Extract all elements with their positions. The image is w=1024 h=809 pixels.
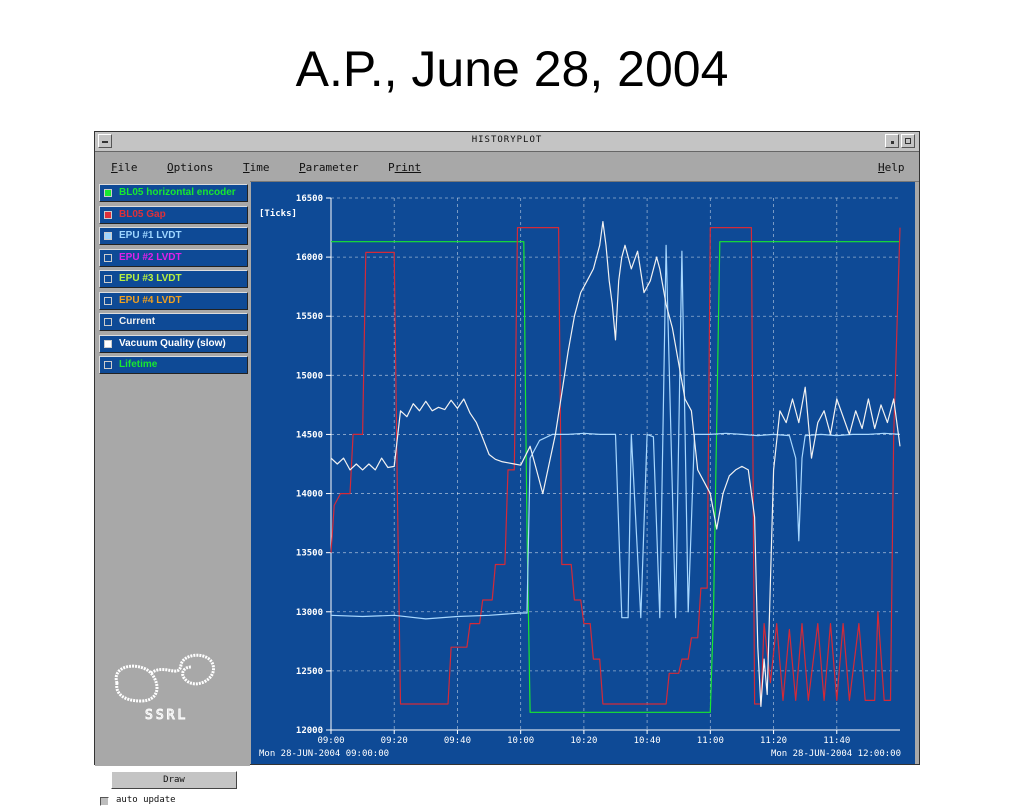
y-tick-label: 13500 <box>296 549 323 559</box>
plot-area[interactable]: 16500 16000 15500 15000 14500 14000 13500 13000… <box>251 182 915 764</box>
legend-checkbox[interactable] <box>104 253 112 262</box>
legend-label: BL05 horizontal encoder <box>119 187 236 198</box>
legend-item[interactable]: BL05 horizontal encoder <box>99 184 248 202</box>
auto-update-row[interactable]: auto update <box>100 795 250 809</box>
ssrl-logo-icon: SSRL <box>114 653 215 723</box>
y-tick-label: 12000 <box>296 726 323 736</box>
legend-checkbox[interactable] <box>104 189 112 197</box>
x-tick-label: 09:20 <box>381 736 408 746</box>
legend-item[interactable]: EPU #1 LVDT <box>99 227 248 245</box>
legend-item[interactable]: Lifetime <box>99 356 248 374</box>
x-tick-label: 10:40 <box>634 736 661 746</box>
auto-update-label: auto update <box>116 795 176 805</box>
legend-label: EPU #2 LVDT <box>119 251 182 263</box>
draw-button[interactable]: Draw <box>111 771 237 789</box>
x-tick-label: 10:00 <box>507 736 534 746</box>
menu-bar: File Options Time Parameter Print Help <box>95 153 919 182</box>
legend-label: Vacuum Quality (slow) <box>119 337 226 349</box>
window-title: HISTORYPLOT <box>471 135 543 145</box>
x-tick-label: 09:00 <box>317 736 344 746</box>
start-time-label: Mon 28-JUN-2004 09:00:00 <box>259 749 389 759</box>
y-tick-label: 16500 <box>296 194 323 204</box>
legend-item[interactable]: Vacuum Quality (slow) <box>99 334 248 353</box>
end-time-label: Mon 28-JUN-2004 12:00:00 <box>771 749 901 759</box>
legend-label: EPU #3 LVDT <box>119 273 182 284</box>
legend-item[interactable]: Current <box>99 313 248 331</box>
legend-checkbox[interactable] <box>104 339 112 348</box>
y-tick-label: 14500 <box>296 430 323 440</box>
series-line <box>330 221 901 707</box>
menu-print[interactable]: Print <box>388 161 422 174</box>
legend-label: EPU #1 LVDT <box>119 230 182 241</box>
legend-label: EPU #4 LVDT <box>119 294 182 306</box>
menu-time[interactable]: Time <box>243 161 270 174</box>
parameter-panel: BL05 horizontal encoder BL05 Gap EPU #1 LV… <box>95 181 250 806</box>
history-chart: 16500 16000 15500 15000 14500 14000 13500 13000… <box>259 194 901 759</box>
legend-item[interactable]: BL05 Gap <box>99 205 248 224</box>
y-tick-label: 15500 <box>296 312 323 322</box>
window-menu-button[interactable] <box>98 134 112 148</box>
legend-checkbox[interactable] <box>104 232 112 240</box>
series-line <box>331 241 900 713</box>
series-line <box>330 227 901 705</box>
x-tick-label: 10:20 <box>570 736 597 746</box>
x-tick-label: 11:00 <box>697 736 724 746</box>
legend-label: Current <box>119 316 156 327</box>
legend-checkbox[interactable] <box>104 296 112 305</box>
window-titlebar[interactable]: HISTORYPLOT <box>95 132 919 152</box>
legend-checkbox[interactable] <box>104 275 112 283</box>
logo-text: SSRL <box>145 708 188 723</box>
slide-title: A.P., June 28, 2004 <box>295 41 729 97</box>
y-tick-label: 16000 <box>296 253 323 263</box>
menu-options[interactable]: Options <box>167 161 214 174</box>
legend-item[interactable]: EPU #2 LVDT <box>99 248 248 267</box>
x-tick-label: 09:40 <box>444 736 471 746</box>
y-tick-label: 12500 <box>296 667 323 677</box>
y-tick-label: 13000 <box>296 608 323 618</box>
legend-checkbox[interactable] <box>104 318 112 326</box>
legend-label: BL05 Gap <box>119 208 166 220</box>
legend-checkbox[interactable] <box>104 210 112 219</box>
legend-checkbox[interactable] <box>104 361 112 369</box>
legend-label: Lifetime <box>119 359 158 370</box>
x-tick-label: 11:20 <box>760 736 787 746</box>
menu-file[interactable]: File <box>111 161 138 174</box>
x-tick-label: 11:40 <box>823 736 850 746</box>
maximize-button[interactable] <box>901 134 915 148</box>
minimize-button[interactable] <box>885 134 899 148</box>
y-tick-label: 15000 <box>296 371 323 381</box>
legend-item[interactable]: EPU #4 LVDT <box>99 291 248 310</box>
historyplot-window: HISTORYPLOT File Options Time Parameter … <box>94 131 920 806</box>
menu-parameter[interactable]: Parameter <box>299 161 359 174</box>
series-line <box>330 244 901 620</box>
legend-item[interactable]: EPU #3 LVDT <box>99 270 248 288</box>
y-tick-label: 14000 <box>296 490 323 500</box>
auto-update-checkbox[interactable] <box>100 797 109 806</box>
menu-help[interactable]: Help <box>878 161 905 174</box>
y-axis-label: [Ticks] <box>259 208 297 219</box>
